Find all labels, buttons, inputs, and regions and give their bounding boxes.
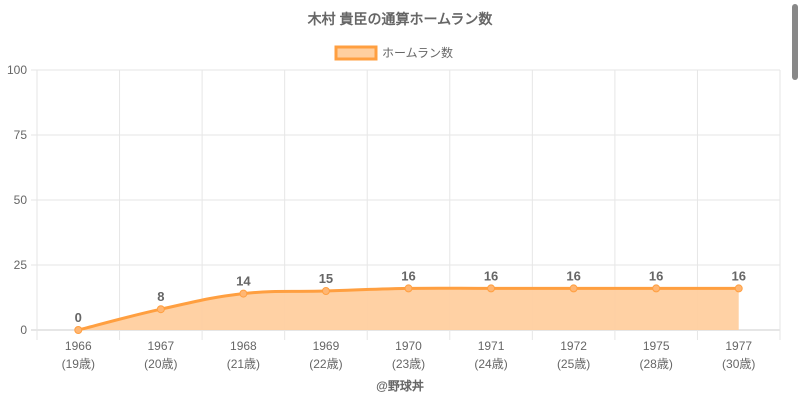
data-point xyxy=(74,326,83,334)
legend-label: ホームラン数 xyxy=(382,45,453,60)
y-tick-label: 25 xyxy=(14,258,28,272)
chart-title: 木村 貴臣の通算ホームラン数 xyxy=(307,11,494,27)
x-tick-sublabel: (25歳) xyxy=(557,357,590,371)
x-tick-sublabel: (24歳) xyxy=(474,357,507,371)
data-label: 16 xyxy=(566,268,580,283)
legend[interactable]: ホームラン数 xyxy=(334,45,453,61)
x-tick-label: 1966 xyxy=(65,339,92,353)
x-tick-label: 1975 xyxy=(643,339,670,353)
x-tick-sublabel: (21歳) xyxy=(227,357,260,371)
data-point xyxy=(239,289,248,298)
x-tick-sublabel: (19歳) xyxy=(62,357,95,371)
x-tick-label: 1967 xyxy=(147,339,174,353)
data-label: 15 xyxy=(319,271,333,286)
series-area xyxy=(78,288,739,330)
legend-swatch xyxy=(334,45,378,61)
data-point xyxy=(156,305,165,314)
data-label: 16 xyxy=(649,268,663,283)
y-tick-label: 75 xyxy=(14,128,28,142)
data-label: 8 xyxy=(157,289,164,304)
x-tick-label: 1977 xyxy=(725,339,752,353)
data-point xyxy=(487,284,496,293)
data-point xyxy=(404,284,413,293)
y-tick-label: 100 xyxy=(7,63,27,77)
x-tick-sublabel: (23歳) xyxy=(392,357,425,371)
data-point xyxy=(321,287,330,295)
data-point xyxy=(569,284,578,293)
scrollbar[interactable] xyxy=(792,4,798,80)
data-label: 16 xyxy=(731,268,745,283)
data-label: 0 xyxy=(75,310,82,325)
data-label: 16 xyxy=(484,268,498,283)
x-tick-label: 1968 xyxy=(230,339,257,353)
data-point xyxy=(734,284,743,293)
x-tick-sublabel: (30歳) xyxy=(722,357,755,371)
footer-credit: @野球丼 xyxy=(376,378,424,393)
x-tick-sublabel: (20歳) xyxy=(144,357,177,371)
x-tick-sublabel: (22歳) xyxy=(309,357,342,371)
x-tick-label: 1972 xyxy=(560,339,587,353)
x-tick-sublabel: (28歳) xyxy=(639,357,672,371)
y-tick-label: 50 xyxy=(14,193,28,207)
x-tick-label: 1970 xyxy=(395,339,422,353)
x-tick-label: 1969 xyxy=(313,339,340,353)
data-label: 16 xyxy=(401,268,415,283)
y-tick-label: 0 xyxy=(20,323,27,337)
data-label: 14 xyxy=(236,274,251,289)
data-point xyxy=(652,284,661,293)
x-tick-label: 1971 xyxy=(478,339,505,353)
